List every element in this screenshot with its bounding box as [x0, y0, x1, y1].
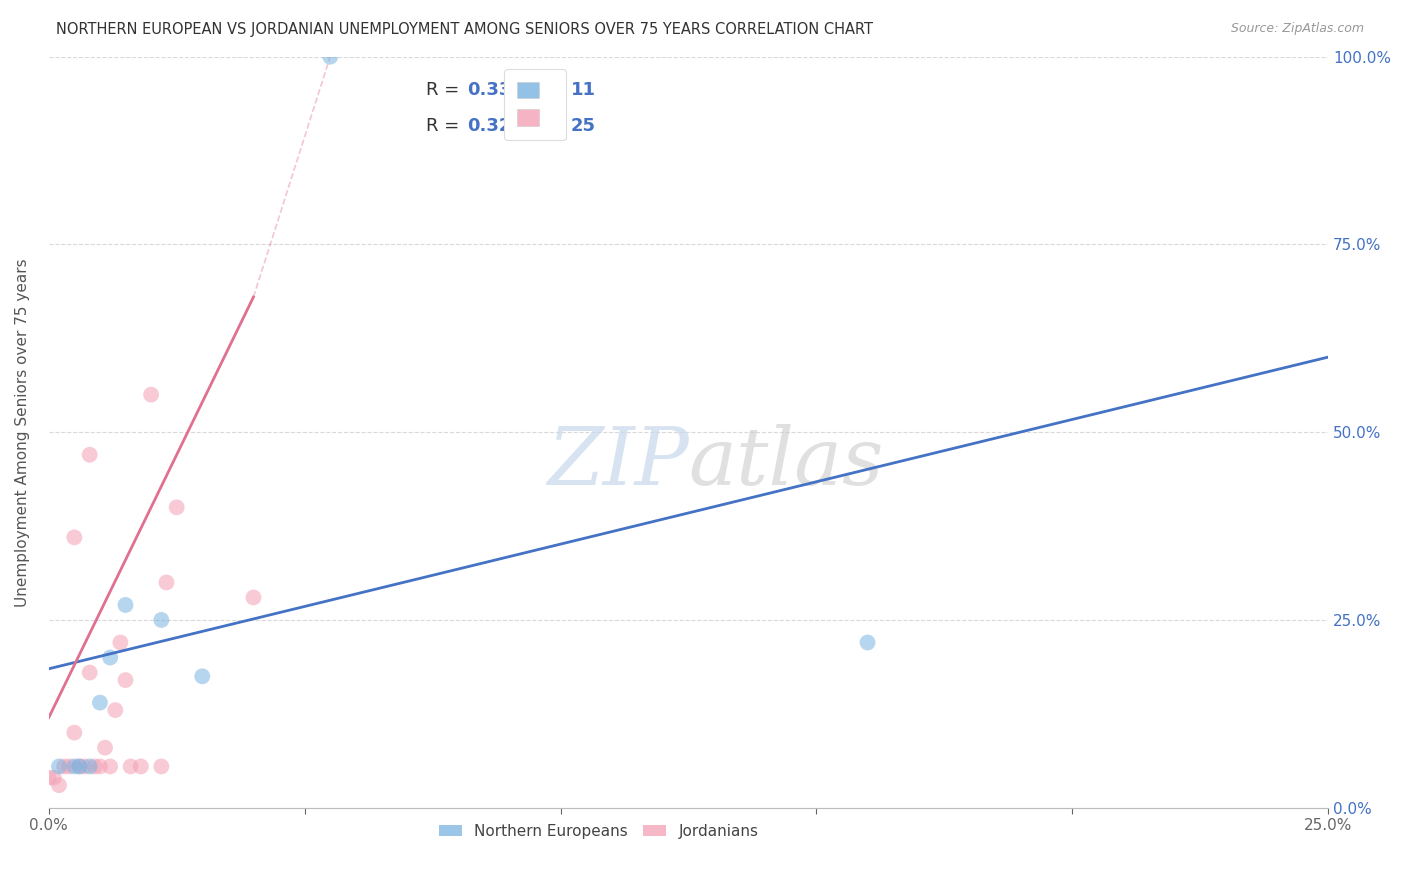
Text: N =: N = — [522, 81, 574, 99]
Point — [120, 759, 142, 773]
Point — [79, 448, 101, 462]
Point — [83, 759, 105, 773]
Point — [98, 650, 121, 665]
Point — [150, 613, 173, 627]
Point — [242, 591, 264, 605]
Point — [89, 696, 111, 710]
Point — [48, 778, 70, 792]
Point — [319, 50, 342, 64]
Text: N =: N = — [522, 117, 574, 135]
Text: ZIP: ZIP — [547, 424, 689, 501]
Text: 0.326: 0.326 — [467, 117, 524, 135]
Point — [110, 635, 132, 649]
Point — [53, 759, 76, 773]
Point — [63, 725, 86, 739]
Text: NORTHERN EUROPEAN VS JORDANIAN UNEMPLOYMENT AMONG SENIORS OVER 75 YEARS CORRELAT: NORTHERN EUROPEAN VS JORDANIAN UNEMPLOYM… — [56, 22, 873, 37]
Point — [63, 530, 86, 544]
Point — [191, 669, 214, 683]
Point — [73, 759, 96, 773]
Point — [98, 759, 121, 773]
Text: 25: 25 — [571, 117, 596, 135]
Point — [129, 759, 152, 773]
Legend: Northern Europeans, Jordanians: Northern Europeans, Jordanians — [433, 818, 765, 846]
Point — [69, 759, 91, 773]
Point — [89, 759, 111, 773]
Point — [79, 665, 101, 680]
Point — [114, 673, 136, 687]
Point — [63, 759, 86, 773]
Point — [48, 759, 70, 773]
Text: atlas: atlas — [689, 424, 884, 501]
Point — [114, 598, 136, 612]
Point — [38, 771, 60, 785]
Text: 0.332: 0.332 — [467, 81, 524, 99]
Point — [139, 387, 162, 401]
Text: 11: 11 — [571, 81, 596, 99]
Point — [104, 703, 127, 717]
Point — [69, 759, 91, 773]
Point — [150, 759, 173, 773]
Point — [94, 740, 117, 755]
Text: Source: ZipAtlas.com: Source: ZipAtlas.com — [1230, 22, 1364, 36]
Point — [155, 575, 177, 590]
Y-axis label: Unemployment Among Seniors over 75 years: Unemployment Among Seniors over 75 years — [15, 258, 30, 607]
Point — [166, 500, 188, 515]
Point — [42, 771, 65, 785]
Point — [856, 635, 879, 649]
Point — [79, 759, 101, 773]
Point — [58, 759, 80, 773]
Text: R =: R = — [426, 81, 465, 99]
Text: R =: R = — [426, 117, 465, 135]
